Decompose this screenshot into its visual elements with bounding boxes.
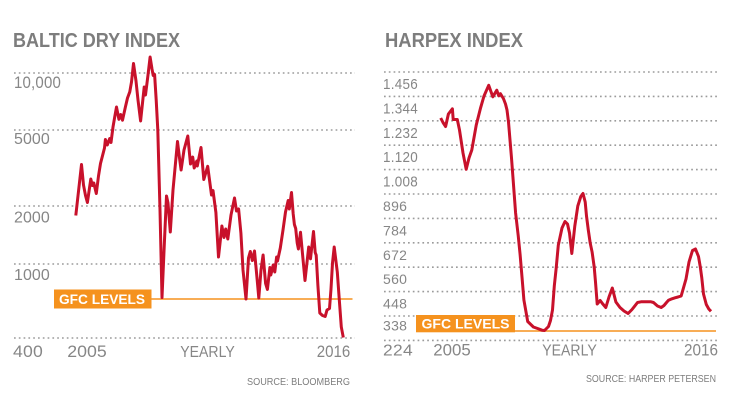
svg-text:1.456: 1.456 xyxy=(383,76,418,93)
svg-text:SOURCE: HARPER PETERSEN: SOURCE: HARPER PETERSEN xyxy=(586,374,716,385)
svg-text:1.120: 1.120 xyxy=(383,149,418,166)
svg-text:338: 338 xyxy=(383,318,407,334)
svg-text:BALTIC DRY INDEX: BALTIC DRY INDEX xyxy=(13,29,180,52)
svg-text:1.232: 1.232 xyxy=(383,125,418,142)
svg-text:448: 448 xyxy=(383,296,407,312)
svg-text:1000: 1000 xyxy=(14,267,50,284)
svg-text:896: 896 xyxy=(383,198,407,214)
svg-text:2005: 2005 xyxy=(433,342,471,360)
svg-text:2016: 2016 xyxy=(317,343,351,361)
svg-text:HARPEX INDEX: HARPEX INDEX xyxy=(385,29,523,52)
svg-text:GFC LEVELS: GFC LEVELS xyxy=(59,292,145,307)
svg-text:5000: 5000 xyxy=(14,131,50,148)
svg-text:2000: 2000 xyxy=(14,210,50,227)
svg-text:2005: 2005 xyxy=(67,343,107,361)
svg-text:560: 560 xyxy=(383,271,407,287)
svg-text:1.344: 1.344 xyxy=(383,100,418,117)
svg-text:400: 400 xyxy=(13,342,43,361)
svg-text:SOURCE: BLOOMBERG: SOURCE: BLOOMBERG xyxy=(247,377,350,388)
svg-text:GFC LEVELS: GFC LEVELS xyxy=(422,317,510,332)
svg-text:YEARLY: YEARLY xyxy=(542,343,597,360)
svg-text:784: 784 xyxy=(383,222,407,238)
svg-text:224: 224 xyxy=(383,343,413,360)
svg-text:2016: 2016 xyxy=(684,342,718,360)
svg-text:672: 672 xyxy=(383,247,407,263)
svg-text:1.008: 1.008 xyxy=(383,174,418,191)
svg-text:10,000: 10,000 xyxy=(14,74,61,92)
svg-text:YEARLY: YEARLY xyxy=(180,344,235,361)
